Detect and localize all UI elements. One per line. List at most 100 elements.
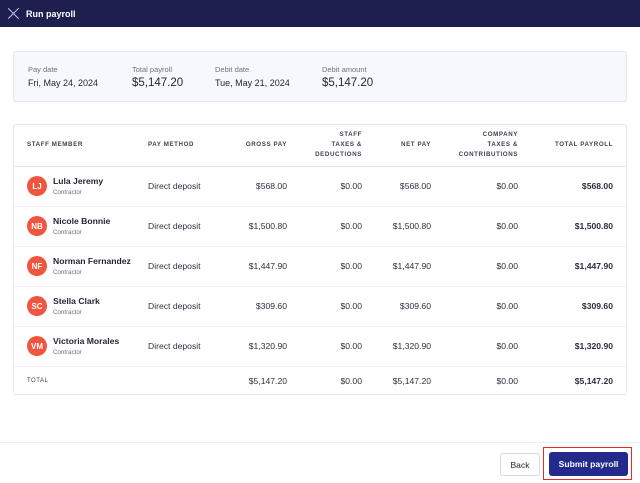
total-payroll-summary: Total payroll $5,147.20 — [132, 65, 215, 90]
avatar: NB — [27, 216, 47, 236]
staff-role: Contractor — [53, 228, 82, 236]
staff-role: Contractor — [53, 308, 82, 316]
total-payroll-cell: $1,500.80 — [574, 221, 613, 231]
payroll-summary: Pay date Fri, May 24, 2024 Total payroll… — [13, 51, 627, 102]
debit-date-label: Debit date — [215, 65, 250, 74]
pay-method-cell: Direct deposit — [148, 301, 201, 311]
column-header-net-pay: NET PAY — [362, 125, 431, 167]
company-taxes-cell: $0.00 — [496, 341, 518, 351]
company-taxes-header-line-1: COMPANY — [482, 131, 518, 139]
pay-date-value: Fri, May 24, 2024 — [28, 78, 99, 88]
staff-taxes-cell: $0.00 — [340, 261, 362, 271]
debit-date-value: Tue, May 21, 2024 — [215, 78, 290, 88]
top-bar: Run payroll — [0, 0, 640, 27]
totals-row: TOTAL $5,147.20 $0.00 $5,147.20 $0.00 $5… — [14, 366, 626, 394]
pay-method-cell: Direct deposit — [148, 181, 201, 191]
column-header-company-taxes: COMPANY TAXES & CONTRIBUTIONS — [431, 125, 518, 167]
column-header-total-payroll: TOTAL PAYROLL — [518, 125, 626, 167]
column-header-staff-taxes: STAFF TAXES & DEDUCTIONS — [287, 125, 362, 167]
staff-role: Contractor — [53, 268, 82, 276]
staff-taxes-header-line-2: TAXES & — [331, 141, 362, 149]
debit-date-summary: Debit date Tue, May 21, 2024 — [215, 65, 322, 89]
company-taxes-header-line-3: CONTRIBUTIONS — [458, 151, 518, 159]
total-payroll-label: Total payroll — [132, 65, 173, 74]
gross-pay-cell: $1,447.90 — [248, 261, 287, 271]
avatar: VM — [27, 336, 47, 356]
table-row: NB Nicole Bonnie Contractor Direct depos… — [14, 206, 626, 246]
pay-method-cell: Direct deposit — [148, 221, 201, 231]
gross-pay-cell: $568.00 — [255, 181, 287, 191]
staff-taxes-cell: $0.00 — [340, 221, 362, 231]
staff-cell: NF Norman Fernandez Contractor — [14, 246, 148, 286]
staff-name: Lula Jeremy — [53, 175, 104, 186]
total-payroll-cell: $568.00 — [581, 181, 613, 191]
totals-label: TOTAL — [27, 378, 49, 385]
avatar: NF — [27, 256, 47, 276]
company-taxes-cell: $0.00 — [496, 221, 518, 231]
avatar: LJ — [27, 176, 47, 196]
column-header-gross-pay: GROSS PAY — [227, 125, 287, 167]
staff-taxes-header-line-1: STAFF — [339, 131, 362, 139]
total-payroll-cell: $1,320.90 — [574, 341, 613, 351]
staff-name: Victoria Morales — [53, 335, 120, 346]
net-pay-cell: $309.60 — [399, 301, 431, 311]
staff-member: LJ Lula Jeremy Contractor — [27, 176, 148, 197]
total-payroll-cell: $1,447.90 — [574, 261, 613, 271]
company-taxes-cell: $0.00 — [496, 181, 518, 191]
pay-date-summary: Pay date Fri, May 24, 2024 — [28, 65, 132, 89]
staff-info: Norman Fernandez Contractor — [53, 256, 131, 277]
staff-member: SC Stella Clark Contractor — [27, 296, 148, 317]
staff-member: VM Victoria Morales Contractor — [27, 336, 148, 357]
totals-staff-taxes: $0.00 — [340, 376, 362, 387]
table-row: NF Norman Fernandez Contractor Direct de… — [14, 246, 626, 286]
staff-name: Stella Clark — [53, 295, 100, 306]
pay-method-cell: Direct deposit — [148, 261, 201, 271]
submit-highlight-box — [543, 447, 632, 480]
submit-payroll-button[interactable]: Submit payroll — [549, 452, 628, 476]
table-row: VM Victoria Morales Contractor Direct de… — [14, 326, 626, 366]
gross-pay-cell: $1,500.80 — [248, 221, 287, 231]
close-icon[interactable] — [7, 7, 20, 20]
payroll-table: STAFF MEMBER PAY METHOD GROSS PAY STAFF … — [13, 124, 627, 395]
staff-taxes-cell: $0.00 — [340, 301, 362, 311]
staff-name: Nicole Bonnie — [53, 215, 111, 226]
company-taxes-cell: $0.00 — [496, 261, 518, 271]
staff-cell: VM Victoria Morales Contractor — [14, 326, 148, 366]
staff-role: Contractor — [53, 188, 82, 196]
total-payroll-value: $5,147.20 — [132, 77, 184, 89]
net-pay-cell: $1,447.90 — [392, 261, 431, 271]
staff-taxes-header-line-3: DEDUCTIONS — [315, 151, 362, 159]
avatar: SC — [27, 296, 47, 316]
gross-pay-cell: $1,320.90 — [248, 341, 287, 351]
staff-member: NF Norman Fernandez Contractor — [27, 256, 148, 277]
footer-bar: Back Submit payroll — [0, 442, 640, 483]
staff-info: Stella Clark Contractor — [53, 296, 100, 317]
totals-total-payroll: $5,147.20 — [574, 376, 613, 387]
staff-info: Lula Jeremy Contractor — [53, 176, 103, 197]
pay-method-cell: Direct deposit — [148, 341, 201, 351]
net-pay-cell: $1,320.90 — [392, 341, 431, 351]
table-row: SC Stella Clark Contractor Direct deposi… — [14, 286, 626, 326]
staff-info: Victoria Morales Contractor — [53, 336, 119, 357]
staff-info: Nicole Bonnie Contractor — [53, 216, 110, 237]
net-pay-cell: $568.00 — [399, 181, 431, 191]
column-header-staff: STAFF MEMBER — [14, 125, 148, 167]
net-pay-cell: $1,500.80 — [392, 221, 431, 231]
staff-cell: NB Nicole Bonnie Contractor — [14, 206, 148, 246]
totals-gross-pay: $5,147.20 — [248, 376, 287, 387]
pay-date-label: Pay date — [28, 65, 58, 74]
totals-net-pay: $5,147.20 — [392, 376, 431, 387]
gross-pay-cell: $309.60 — [255, 301, 287, 311]
staff-taxes-cell: $0.00 — [340, 341, 362, 351]
staff-cell: LJ Lula Jeremy Contractor — [14, 166, 148, 206]
staff-taxes-cell: $0.00 — [340, 181, 362, 191]
back-button[interactable]: Back — [500, 453, 540, 476]
debit-amount-label: Debit amount — [322, 65, 367, 74]
staff-member: NB Nicole Bonnie Contractor — [27, 216, 148, 237]
totals-company-taxes: $0.00 — [496, 376, 518, 387]
totals-pay-method-cell — [148, 366, 227, 394]
company-taxes-header-line-2: TAXES & — [487, 141, 518, 149]
staff-name: Norman Fernandez — [53, 255, 131, 266]
debit-amount-value: $5,147.20 — [322, 77, 374, 89]
debit-amount-summary: Debit amount $5,147.20 — [322, 65, 402, 90]
